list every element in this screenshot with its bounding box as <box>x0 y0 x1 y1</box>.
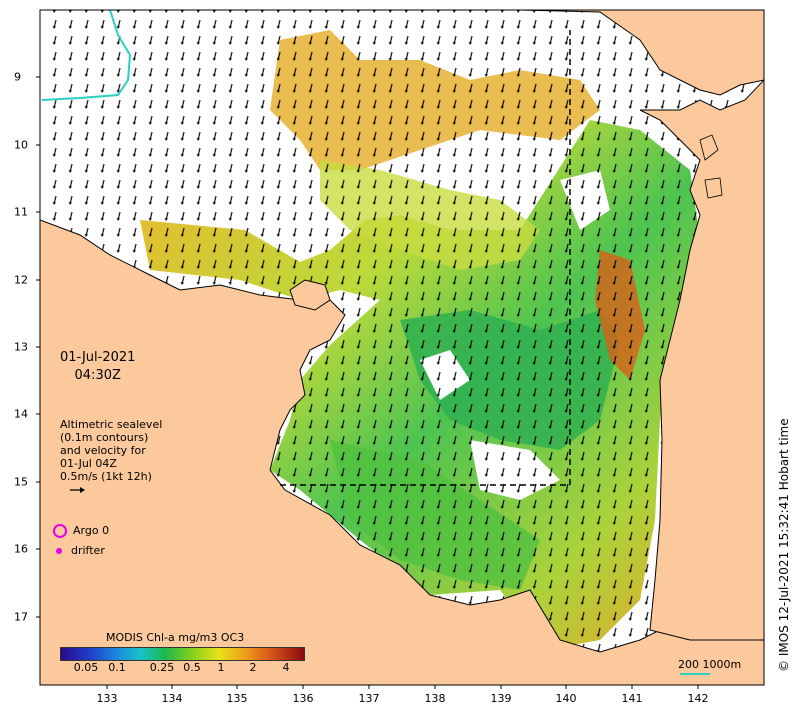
y-tick-marks <box>36 76 40 618</box>
colorbar-title: MODIS Chl-a mg/m3 OC3 <box>106 631 245 644</box>
y-tick-label: 10 <box>14 138 28 152</box>
altimetry-line: (0.1m contours) <box>60 431 149 444</box>
colorbar-tick: 2 <box>249 661 257 674</box>
x-tick-label: 142 <box>687 692 709 705</box>
colorbar-tick: 4 <box>282 661 290 674</box>
altimetry-line: 01-Jul 04Z <box>60 457 117 470</box>
x-tick-label: 134 <box>161 692 183 705</box>
altimetry-line: 0.5m/s (1kt 12h) <box>60 470 152 483</box>
date-line: 01-Jul-2021 <box>60 350 136 365</box>
drifter-icon <box>56 548 62 554</box>
legend-drifter-label: drifter <box>71 544 105 557</box>
x-tick-label: 140 <box>555 692 577 705</box>
land-new-guinea <box>410 10 764 96</box>
colorbar-tick: 1 <box>217 661 225 674</box>
y-tick-label: 13 <box>14 340 28 354</box>
date-label: 01-Jul-2021 04:30Z <box>60 349 135 385</box>
altimetry-line: and velocity for <box>60 444 146 457</box>
x-tick-label: 139 <box>490 692 512 705</box>
x-tick-label: 136 <box>292 692 314 705</box>
legend-argo-label: Argo 0 <box>73 524 110 537</box>
time-line: 04:30Z <box>74 368 121 383</box>
colorbar-tick: 0.1 <box>108 661 126 674</box>
y-tick-label: 15 <box>14 475 28 489</box>
legend-argo: Argo 0 <box>53 524 109 538</box>
y-tick-label: 14 <box>14 407 28 421</box>
y-tick-label: 17 <box>14 610 28 624</box>
land-torres-islands <box>699 134 719 161</box>
x-tick-label: 138 <box>424 692 446 705</box>
x-tick-label: 135 <box>226 692 248 705</box>
x-tick-label: 141 <box>621 692 643 705</box>
argo-float-icon <box>53 524 67 538</box>
altimetry-description: Altimetric sealevel (0.1m contours) and … <box>60 418 162 483</box>
y-tick-label: 11 <box>14 205 28 219</box>
colorbar-tick: 0.5 <box>183 661 201 674</box>
land-cape-york <box>639 10 764 641</box>
colorbar-tick: 0.25 <box>149 661 175 674</box>
colorbar-tick: 0.05 <box>73 661 99 674</box>
land-groote-eylandt <box>289 279 331 311</box>
x-tick-label: 133 <box>96 692 118 705</box>
copyright-label: © IMOS 12-Jul-2021 15:32:41 Hobart time <box>777 418 791 672</box>
scale-label: 200 1000m <box>678 658 742 671</box>
x-tick-marks <box>106 685 699 689</box>
y-tick-label: 16 <box>14 542 28 556</box>
scale-bar <box>680 673 710 675</box>
colorbar <box>60 647 305 661</box>
altimetry-line: Altimetric sealevel <box>60 418 163 431</box>
x-tick-label: 137 <box>358 692 380 705</box>
y-tick-label: 9 <box>14 70 21 84</box>
velocity-reference-arrow <box>70 487 85 493</box>
bathymetry-contour <box>41 10 132 101</box>
y-tick-label: 12 <box>14 273 28 287</box>
legend-drifter: drifter <box>53 544 105 558</box>
sealevel-contour <box>280 30 571 486</box>
land-torres-islands <box>704 177 723 199</box>
